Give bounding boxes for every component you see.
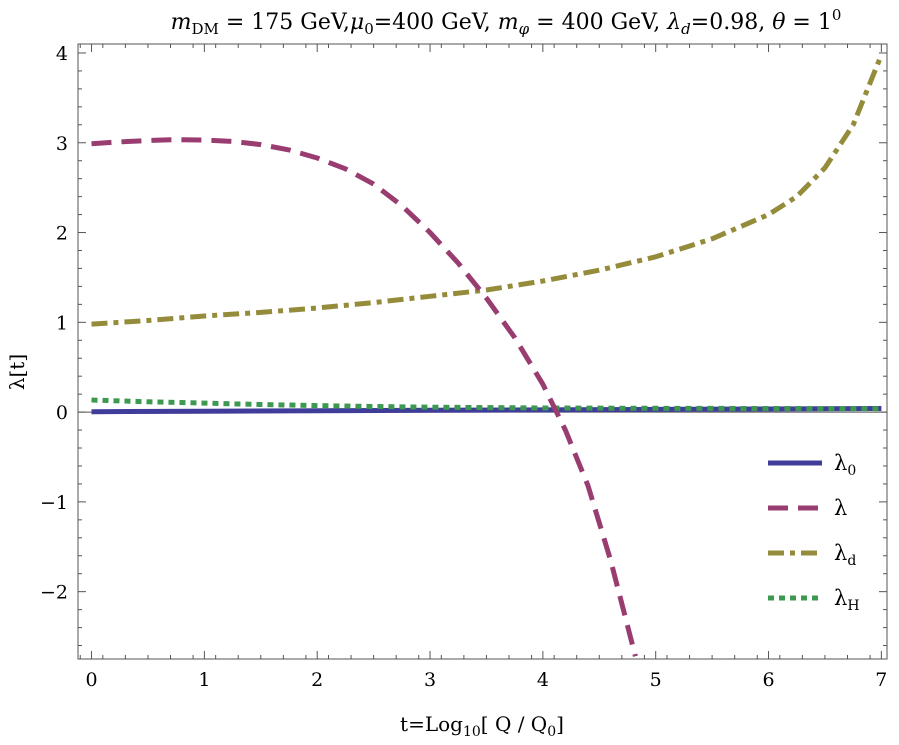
legend-label: λ0 <box>834 451 856 479</box>
y-tick-label: 0 <box>56 402 68 424</box>
y-tick-label: 2 <box>56 223 68 245</box>
x-tick-label: 7 <box>875 669 887 691</box>
x-tick-label: 1 <box>198 669 210 691</box>
series-line-d <box>91 53 884 327</box>
plot-frame <box>77 43 888 660</box>
legend-label: λd <box>834 541 856 569</box>
x-tick-label: 3 <box>424 669 436 691</box>
legend-label: λH <box>834 586 860 614</box>
y-tick-label: 1 <box>56 312 68 334</box>
chart-title: mDM = 175 GeV,μ0=400 GeV, mφ = 400 GeV, … <box>171 6 842 38</box>
series-layer <box>91 53 884 657</box>
x-tick-label: 4 <box>537 669 549 691</box>
series-line-main <box>91 137 638 657</box>
y-tick-label: 3 <box>56 133 68 155</box>
y-tick-label: 4 <box>56 43 68 65</box>
y-tick-label: −2 <box>40 582 68 604</box>
x-tick-label: 6 <box>762 669 774 691</box>
y-axis-label: λ[t] <box>5 354 29 390</box>
series-line-H <box>91 397 882 412</box>
x-tick-label: 2 <box>311 669 323 691</box>
series-line-0 <box>91 406 882 415</box>
legend: λ0 λ λd λH <box>768 451 860 614</box>
tick-labels: 0 1 2 3 4 5 6 7 −2 −1 0 1 2 3 4 <box>40 43 887 691</box>
x-tick-label: 5 <box>650 669 662 691</box>
y-tick-label: −1 <box>40 492 68 514</box>
legend-label: λ <box>834 496 847 520</box>
x-tick-label: 0 <box>85 669 97 691</box>
axis-ticks <box>78 44 887 659</box>
x-axis-label: t=Log10[ Q / Q0] <box>400 712 564 740</box>
